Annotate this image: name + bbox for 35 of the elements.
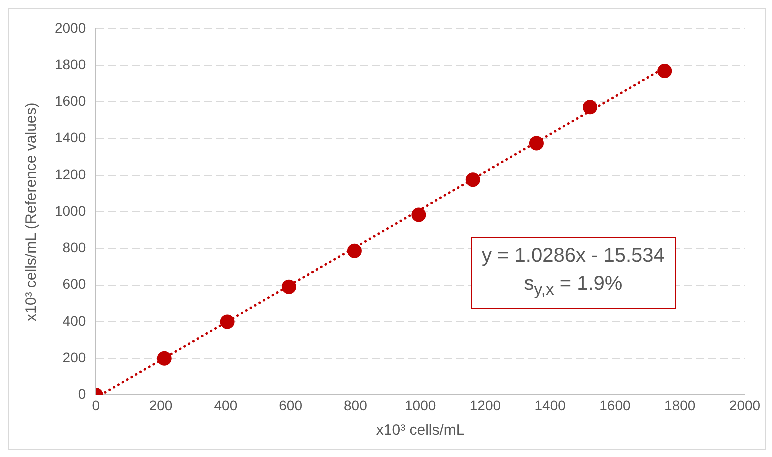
y-tick-label: 800	[62, 240, 86, 256]
x-tick-label: 1800	[664, 397, 696, 414]
x-tick-label: 1400	[534, 397, 566, 414]
x-tick-label: 1600	[600, 397, 632, 414]
y-tick-label: 600	[62, 276, 86, 292]
y-tick-label: 1600	[54, 93, 86, 110]
x-tick-label: 2000	[729, 397, 761, 414]
point	[220, 314, 235, 330]
y-tick-label: 1200	[54, 166, 86, 182]
y-tick-label: 1800	[54, 56, 86, 72]
y-axis-title: x10³ cells/mL (Reference values)	[23, 102, 40, 322]
x-tick-label: 600	[279, 397, 303, 414]
x-tick-label: 200	[149, 397, 173, 414]
y-tick-label: 200	[62, 349, 86, 366]
point	[282, 280, 296, 294]
x-tick-label: 1200	[470, 397, 502, 414]
x-tick-label: 400	[214, 397, 238, 414]
x-tick-label: 1000	[404, 397, 436, 414]
y-tick-label: 1000	[54, 202, 86, 219]
point	[347, 244, 362, 258]
point	[466, 172, 480, 188]
y-tick-label: 1400	[54, 130, 86, 146]
x-tick-label: 800	[344, 397, 368, 414]
point	[529, 136, 544, 151]
y-tick-label: 0	[78, 386, 86, 402]
annotation: s$_{y,x}$ = 1.9%	[523, 272, 624, 301]
point	[583, 100, 598, 115]
point	[658, 64, 672, 79]
x-axis-title: x10³ cells/mL	[376, 422, 465, 440]
y-tick-label: 2000	[54, 20, 86, 36]
annotation: y = 1.0286x - 15.534	[482, 244, 665, 269]
y-tick-label: 400	[62, 312, 86, 329]
x-tick-label: 0	[92, 397, 100, 414]
point	[157, 351, 172, 366]
point	[412, 208, 426, 222]
